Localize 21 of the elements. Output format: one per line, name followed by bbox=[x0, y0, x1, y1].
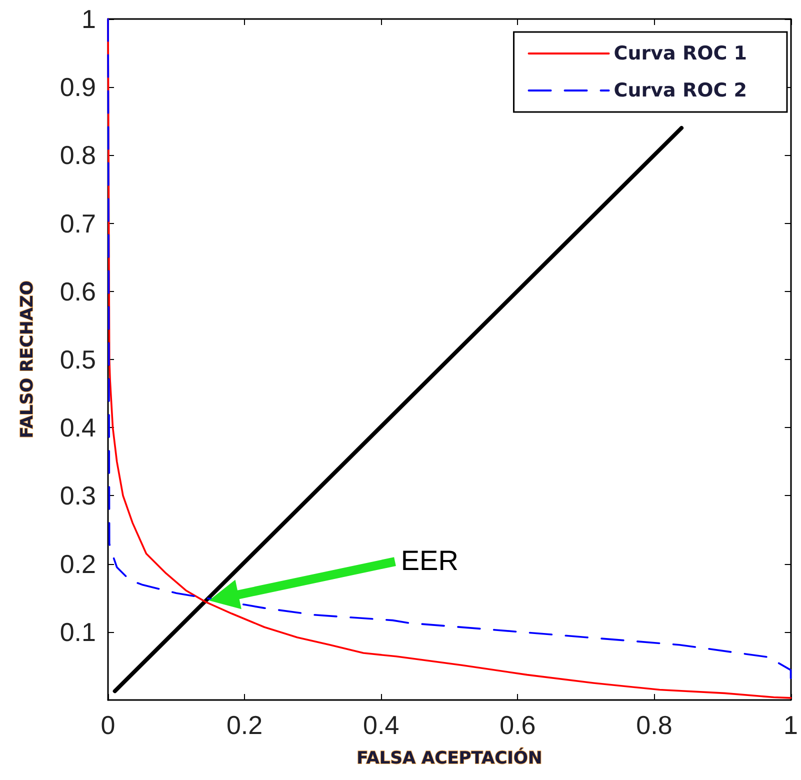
y-tick-label: 0.7 bbox=[60, 208, 96, 238]
y-tick-label: 0.4 bbox=[60, 412, 96, 443]
x-tick-label: 0.8 bbox=[636, 710, 672, 740]
y-tick-label: 0.8 bbox=[60, 140, 96, 170]
annotation: EER bbox=[400, 544, 458, 576]
y-tick-label: 0.5 bbox=[60, 344, 96, 374]
y-axis-title: FALSO RECHAZO bbox=[18, 280, 38, 438]
x-axis-title: FALSA ACEPTACIÓN bbox=[356, 748, 542, 768]
y-tick-label: 0.9 bbox=[60, 72, 96, 102]
y-tick-label: 0.1 bbox=[60, 616, 96, 647]
x-tick-label: 0.4 bbox=[363, 710, 400, 740]
y-tick-label: 0.6 bbox=[60, 276, 96, 306]
y-tick-label: 0.2 bbox=[60, 548, 96, 579]
y-tick-label: 0.3 bbox=[60, 480, 96, 511]
x-tick-label: 0.2 bbox=[226, 710, 263, 740]
x-tick-label: 0.6 bbox=[500, 710, 536, 740]
x-tick-label: 1 bbox=[784, 710, 798, 740]
y-tick-label: 1 bbox=[82, 4, 96, 34]
x-tick-label: 0 bbox=[100, 710, 116, 740]
legend-label: Curva ROC 2 bbox=[614, 80, 748, 102]
legend-label: Curva ROC 1 bbox=[614, 42, 748, 64]
